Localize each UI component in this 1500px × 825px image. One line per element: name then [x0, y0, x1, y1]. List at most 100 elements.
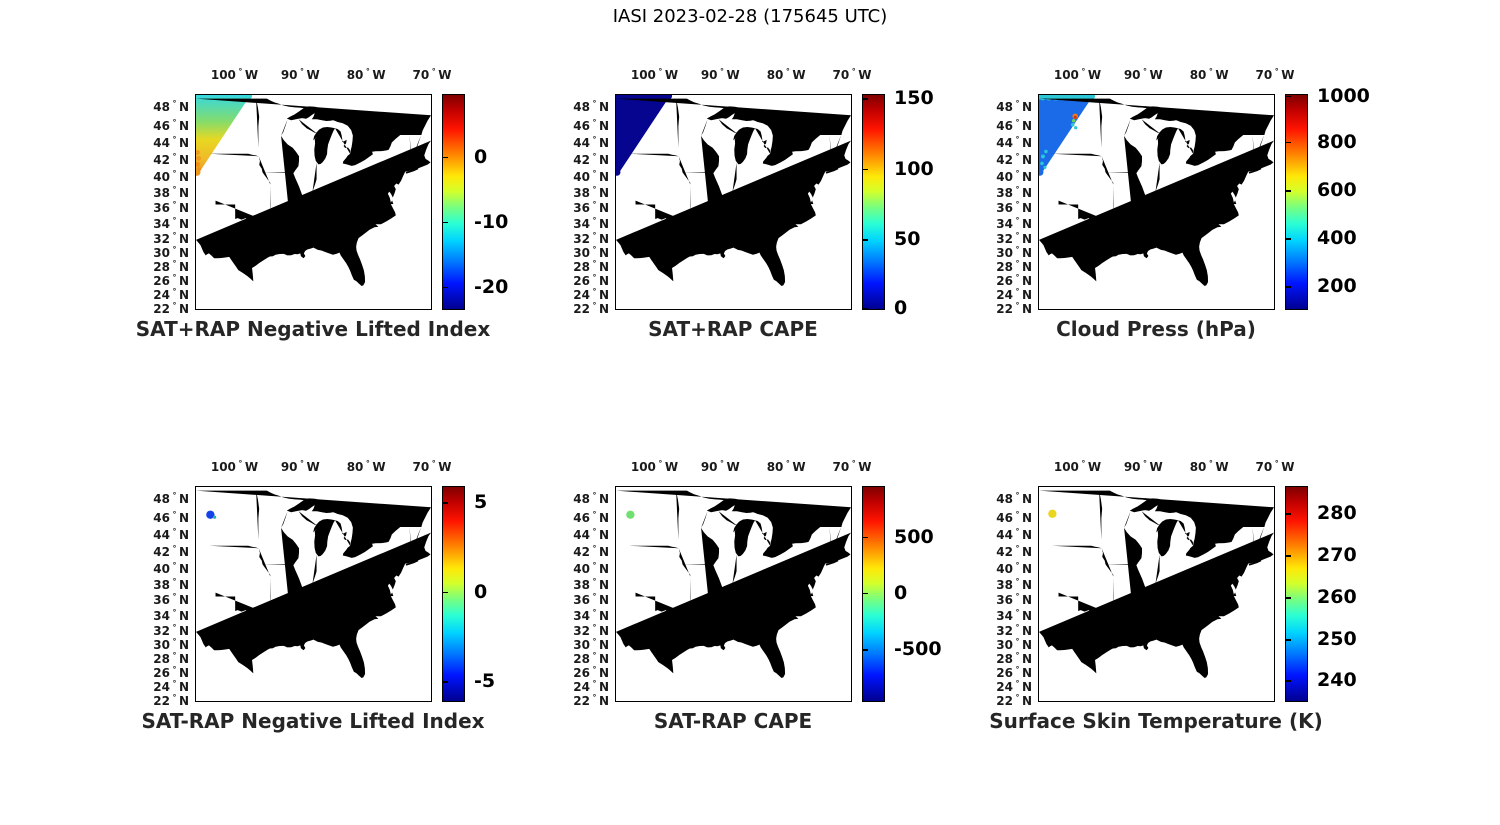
lat-tick-label: 32 ° N — [996, 622, 1032, 638]
colorbar-tick-mark — [443, 681, 448, 683]
degree-symbol: ° — [592, 607, 597, 617]
degree-symbol: ° — [172, 651, 177, 661]
panel-title: SAT+RAP CAPE — [648, 317, 818, 341]
panel-title: Surface Skin Temperature (K) — [989, 709, 1323, 733]
lat-tick-label: 38 ° N — [153, 576, 189, 592]
lat-tick-label: 34 ° N — [573, 215, 609, 231]
colorbar-tick-mark — [863, 168, 868, 171]
degree-symbol: ° — [1015, 259, 1020, 269]
colorbar-tick-label: 1000 — [1317, 84, 1370, 107]
colorbar-tick-mark — [443, 591, 448, 594]
lat-tick-label: 48 ° N — [996, 99, 1032, 115]
colorbar-tick-label: 600 — [1317, 179, 1357, 202]
lat-tick-label: 36 ° N — [153, 200, 189, 216]
lat-tick-label: 22 ° N — [996, 692, 1032, 708]
degree-symbol: ° — [1015, 560, 1020, 570]
degree-symbol: ° — [592, 259, 597, 269]
degree-symbol: ° — [1274, 459, 1279, 468]
observation-dot — [1074, 126, 1078, 130]
lon-tick-label: 90 ° W — [280, 459, 320, 474]
lon-tick-label: 70 ° W — [412, 459, 452, 474]
observation-dot — [626, 510, 635, 519]
degree-symbol: ° — [172, 544, 177, 554]
lat-tick-label: 44 ° N — [996, 135, 1032, 151]
lat-tick-label: 46 ° N — [573, 509, 609, 525]
lon-tick-label: 90 ° W — [280, 67, 320, 82]
colorbar-tick-mark — [863, 98, 868, 100]
degree-symbol: ° — [1015, 200, 1020, 210]
lon-tick-label: 100 ° W — [1053, 459, 1102, 474]
degree-symbol: ° — [238, 459, 243, 468]
degree-symbol: ° — [431, 67, 436, 76]
degree-symbol: ° — [720, 459, 725, 468]
degree-symbol: ° — [172, 692, 177, 702]
lat-tick-label: 38 ° N — [573, 576, 609, 592]
degree-symbol: ° — [1081, 67, 1086, 76]
colorbar-tick-label: 0 — [894, 296, 908, 319]
lat-tick-label: 34 ° N — [153, 607, 189, 623]
observation-dot — [196, 155, 201, 161]
observation-dot — [1040, 161, 1044, 166]
lat-tick-label: 40 ° N — [153, 168, 189, 184]
map-box — [195, 486, 432, 702]
degree-symbol: ° — [1081, 459, 1086, 468]
lat-tick-label: 36 ° N — [996, 200, 1032, 216]
colorbar-tick-mark — [1286, 555, 1291, 557]
colorbar: 500 0 -500 — [862, 486, 942, 702]
degree-symbol: ° — [1143, 459, 1148, 468]
observation-dot — [213, 515, 217, 519]
lon-tick-label: 80 ° W — [766, 67, 806, 82]
colorbar: 150 100 50 0 — [862, 87, 934, 319]
degree-symbol: ° — [1015, 622, 1020, 632]
observation-dot — [1048, 509, 1057, 518]
colorbar-tick-mark — [863, 592, 868, 595]
lat-tick-label: 30 ° N — [153, 245, 189, 261]
lon-tick-label: 80 ° W — [766, 459, 806, 474]
lat-tick-label: 28 ° N — [153, 259, 189, 275]
colorbar-tick-mark — [863, 239, 868, 241]
degree-symbol: ° — [172, 273, 177, 283]
lat-tick-label: 40 ° N — [996, 168, 1032, 184]
degree-symbol: ° — [1015, 592, 1020, 602]
degree-symbol: ° — [592, 135, 597, 145]
degree-symbol: ° — [658, 67, 663, 76]
colorbar: 5 0 -5 — [442, 486, 495, 702]
satellite-swath — [196, 95, 251, 175]
colorbar-tick-label: -5 — [474, 670, 496, 693]
panel-sat-plus-rap-lifted-index: 100 ° W 90 ° W 80 ° W 70 ° W 48 ° N 46 ° N 44 ° N 42 ° N 40 ° N 38… — [136, 67, 509, 341]
degree-symbol: ° — [172, 117, 177, 127]
degree-symbol: ° — [172, 99, 177, 109]
lat-tick-label: 32 ° N — [996, 230, 1032, 246]
degree-symbol: ° — [1015, 692, 1020, 702]
lon-tick-label: 70 ° W — [1255, 459, 1295, 474]
us-map — [1039, 490, 1274, 679]
degree-symbol: ° — [592, 184, 597, 194]
colorbar-gradient — [442, 486, 465, 702]
colorbar-tick-mark — [1286, 238, 1291, 240]
lat-tick-label: 30 ° N — [996, 245, 1032, 261]
degree-symbol: ° — [592, 117, 597, 127]
lon-tick-label: 100 ° W — [630, 67, 679, 82]
lat-tick-label: 42 ° N — [996, 152, 1032, 168]
lon-tick-label: 80 ° W — [346, 459, 386, 474]
observation-dot — [196, 149, 200, 155]
degree-symbol: ° — [1015, 245, 1020, 255]
lat-tick-label: 32 ° N — [153, 622, 189, 638]
degree-symbol: ° — [172, 259, 177, 269]
map-box — [1038, 486, 1275, 702]
lat-tick-label: 46 ° N — [996, 117, 1032, 133]
us-map — [616, 95, 851, 287]
lat-tick-label: 42 ° N — [153, 544, 189, 560]
lon-axis: 100 ° W 90 ° W 80 ° W 70 ° W — [195, 456, 452, 482]
observation-dot — [1071, 118, 1076, 123]
observation-dot — [196, 161, 200, 167]
map-box — [1038, 94, 1275, 310]
degree-symbol: ° — [1015, 184, 1020, 194]
lon-tick-label: 100 ° W — [1053, 67, 1102, 82]
degree-symbol: ° — [592, 509, 597, 519]
degree-symbol: ° — [1015, 607, 1020, 617]
degree-symbol: ° — [592, 592, 597, 602]
lat-tick-label: 32 ° N — [573, 230, 609, 246]
lat-tick-label: 26 ° N — [573, 273, 609, 289]
colorbar: 0 -10 -20 — [442, 94, 508, 310]
